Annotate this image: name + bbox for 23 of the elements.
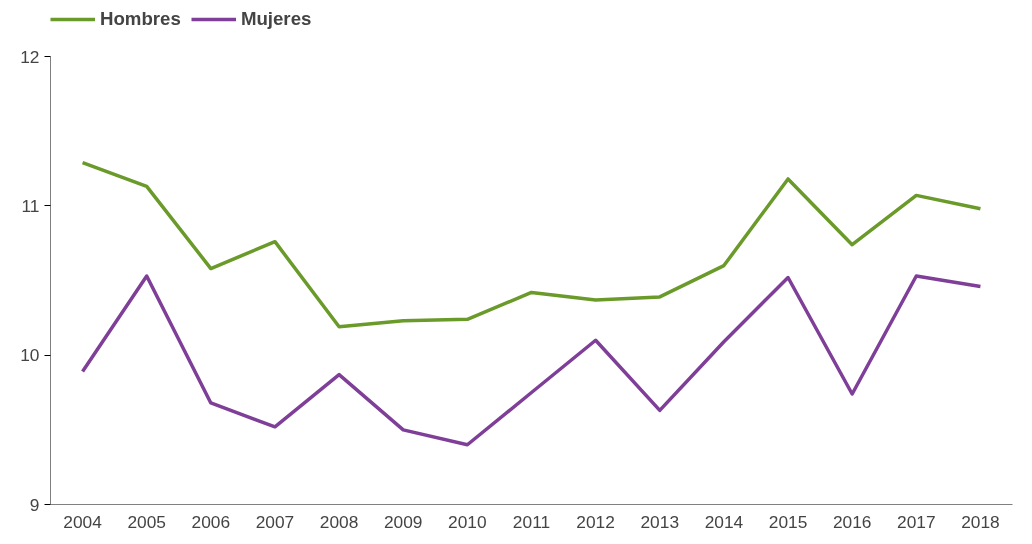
y-tick-label: 12 (20, 46, 40, 67)
x-tick-label: 2015 (768, 511, 808, 532)
x-tick-label: 2006 (191, 511, 231, 532)
x-tick-label: 2017 (897, 511, 936, 532)
x-tick-label: 2016 (832, 511, 872, 532)
line-series (80, 274, 983, 447)
x-tick-label: 2018 (961, 511, 1000, 532)
y-tick-label: 9 (29, 494, 40, 515)
y-tick-label: 10 (20, 345, 40, 366)
x-tick-label: 2010 (448, 511, 487, 532)
y-tick-label: 11 (21, 195, 40, 216)
x-tick-label: 2013 (640, 511, 680, 532)
line-series (80, 160, 983, 329)
x-tick-label: 2007 (255, 511, 295, 532)
x-tick-label: 2008 (319, 511, 359, 532)
legend-label: Mujeres (240, 8, 312, 30)
x-tick-label: 2009 (383, 511, 423, 532)
x-tick-label: 2005 (127, 511, 166, 532)
x-tick-label: 2012 (576, 511, 615, 532)
x-tick-label: 2014 (704, 511, 744, 532)
legend-label: Hombres (100, 8, 181, 30)
x-tick-label: 2011 (512, 511, 551, 532)
x-tick-label: 2004 (63, 511, 103, 532)
